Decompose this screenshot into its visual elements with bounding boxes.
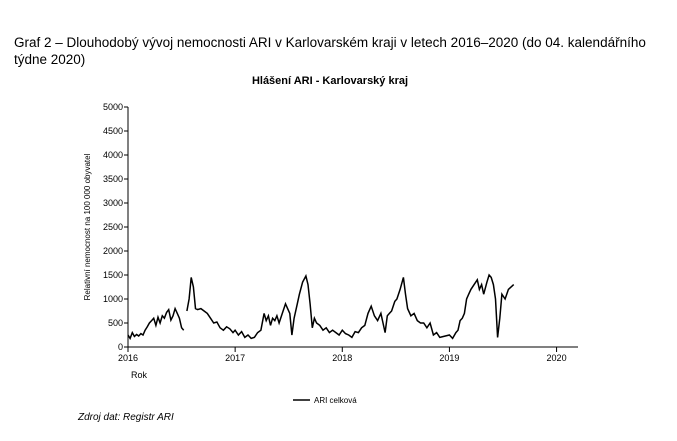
x-axis-label: Rok	[131, 370, 148, 380]
y-tick-label: 3500	[103, 174, 123, 184]
y-tick-label: 4000	[103, 150, 123, 160]
series-line	[127, 273, 515, 341]
source: Zdroj dat: Registr ARI	[77, 412, 174, 423]
y-tick-label: 2500	[103, 222, 123, 232]
y-tick-label: 2000	[103, 246, 123, 256]
y-tick-label: 5000	[103, 102, 123, 112]
y-axis-label: Relativní nemocnost na 100 000 obyvatel	[83, 153, 92, 300]
caption: Graf 2 – Dlouhodobý vývoj nemocnosti ARI…	[14, 35, 646, 67]
x-tick-label: 2020	[547, 353, 567, 363]
y-tick-label: 1500	[103, 270, 123, 280]
y-tick-label: 500	[108, 318, 123, 328]
x-tick-label: 2016	[118, 353, 138, 363]
chart-title: Hlášení ARI - Karlovarský kraj	[252, 75, 408, 87]
y-tick-label: 0	[118, 342, 123, 352]
x-tick-label: 2017	[225, 353, 245, 363]
x-tick-label: 2018	[332, 353, 352, 363]
legend-label: ARI celková	[314, 396, 357, 405]
y-tick-label: 3000	[103, 198, 123, 208]
x-tick-label: 2019	[439, 353, 459, 363]
y-tick-label: 1000	[103, 294, 123, 304]
y-tick-label: 4500	[103, 126, 123, 136]
